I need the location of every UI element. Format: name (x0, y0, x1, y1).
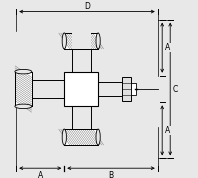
Text: D: D (84, 2, 90, 11)
Bar (64, 129, 98, 145)
Bar (64, 72, 98, 106)
Text: A: A (165, 126, 170, 135)
Bar (72, 26, 90, 49)
Bar (64, 33, 98, 49)
Ellipse shape (62, 33, 66, 49)
Bar (131, 83, 136, 95)
Ellipse shape (15, 69, 32, 74)
Text: A: A (165, 43, 170, 52)
Ellipse shape (15, 104, 32, 109)
Ellipse shape (96, 129, 100, 145)
Bar (64, 33, 98, 49)
Bar (15, 72, 32, 106)
Bar (122, 77, 131, 101)
Bar (15, 72, 32, 106)
Text: C: C (173, 85, 178, 93)
Text: B: B (109, 171, 114, 178)
Ellipse shape (62, 129, 66, 145)
Ellipse shape (96, 33, 100, 49)
Text: A: A (38, 171, 43, 178)
Bar (64, 129, 98, 145)
